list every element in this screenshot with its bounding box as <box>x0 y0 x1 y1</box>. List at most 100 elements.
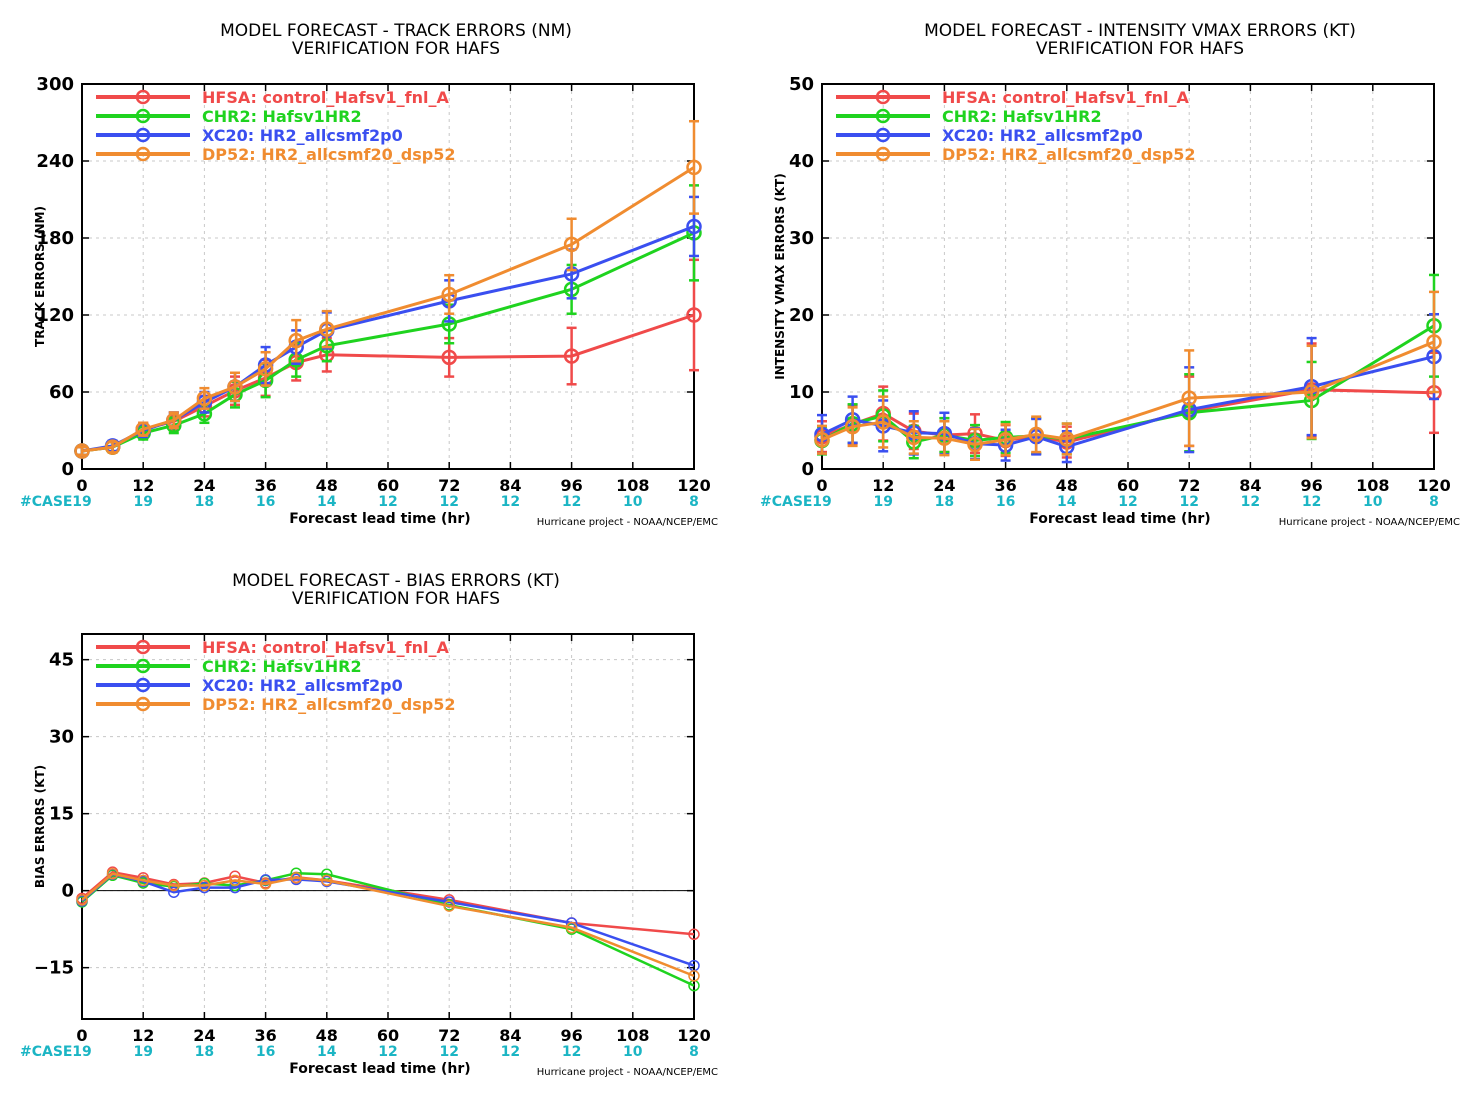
y-tick-label: 300 <box>36 74 74 95</box>
legend-label-hfsa: HFSA: control_Hafsv1_fnl_A <box>202 88 449 107</box>
y-tick-label: 15 <box>49 804 74 825</box>
case-count: 16 <box>996 494 1015 510</box>
case-count: 19 <box>873 494 892 510</box>
legend-label-dp52: DP52: HR2_allcsmf20_dsp52 <box>202 695 455 714</box>
y-tick-label: −15 <box>34 958 74 979</box>
case-count: 14 <box>317 494 337 510</box>
x-tick-label: 84 <box>499 1026 521 1045</box>
data-point-dp52 <box>196 390 213 407</box>
y-tick-label: 0 <box>801 459 814 480</box>
data-point-dp52 <box>441 286 457 303</box>
data-point-xc20 <box>168 886 180 898</box>
data-point-dp52 <box>76 894 88 906</box>
case-count: 14 <box>317 1044 337 1060</box>
legend-marker-chr2 <box>135 658 151 674</box>
case-count: 16 <box>256 1044 275 1060</box>
data-point-dp52 <box>257 361 274 377</box>
data-point-xc20 <box>686 218 702 235</box>
x-axis-label: Forecast lead time (hr) <box>289 1061 470 1077</box>
x-tick-label: 120 <box>677 476 710 495</box>
data-point-dp52 <box>166 412 182 428</box>
case-count: 14 <box>1057 494 1077 510</box>
x-tick-label: 24 <box>193 1026 215 1045</box>
series-line-dp52 <box>821 340 1435 446</box>
data-point-dp52 <box>814 431 830 448</box>
case-count: 19 <box>72 1044 91 1060</box>
data-point-dp52 <box>319 321 335 337</box>
data-point-dp52 <box>906 429 922 446</box>
data-point-dp52 <box>104 439 121 455</box>
data-point-dp52 <box>565 921 578 934</box>
case-count: 18 <box>935 494 954 510</box>
legend-label-chr2: CHR2: Hafsv1HR2 <box>942 107 1102 126</box>
data-point-dp52 <box>74 443 90 459</box>
x-tick-label: 108 <box>616 1026 649 1045</box>
data-point-dp52 <box>844 418 861 435</box>
data-point-dp52 <box>967 436 983 453</box>
chart-title: MODEL FORECAST - BIAS ERRORS (KT) <box>232 571 560 591</box>
case-count: 12 <box>562 494 581 510</box>
x-tick-label: 60 <box>377 1026 399 1045</box>
case-count: 10 <box>623 494 643 510</box>
case-count: 12 <box>1302 494 1321 510</box>
data-point-dp52 <box>1028 426 1044 443</box>
data-point-hfsa <box>686 307 702 323</box>
legend-marker-dp52 <box>135 696 151 712</box>
legend-marker-xc20 <box>135 677 151 693</box>
x-tick-label: 36 <box>254 1026 276 1045</box>
data-point-dp52 <box>288 332 304 349</box>
data-point-xc20 <box>229 881 241 894</box>
y-tick-label: 20 <box>789 305 814 326</box>
case-count: 12 <box>1118 494 1137 510</box>
legend-marker-dp52 <box>875 146 891 162</box>
legend-label-chr2: CHR2: Hafsv1HR2 <box>202 657 362 676</box>
legend-label-dp52: DP52: HR2_allcsmf20_dsp52 <box>942 145 1195 164</box>
x-tick-label: 36 <box>994 476 1016 495</box>
x-tick-label: 12 <box>132 476 154 495</box>
track-errors-chart: MODEL FORECAST - TRACK ERRORS (NM)VERIFI… <box>20 21 718 528</box>
legend-label-xc20: XC20: HR2_allcsmf2p0 <box>202 676 403 695</box>
case-count: 12 <box>501 1044 520 1060</box>
data-point-dp52 <box>997 431 1014 448</box>
legend-label-xc20: XC20: HR2_allcsmf2p0 <box>202 126 403 145</box>
data-point-dp52 <box>1059 431 1075 447</box>
y-tick-label: 40 <box>789 151 814 172</box>
x-tick-label: 96 <box>560 1026 582 1045</box>
legend-label-hfsa: HFSA: control_Hafsv1_fnl_A <box>942 88 1189 107</box>
x-axis-label: Forecast lead time (hr) <box>1029 511 1210 527</box>
chart-subtitle: VERIFICATION FOR HAFS <box>292 39 500 59</box>
case-count: 12 <box>501 494 520 510</box>
x-tick-label: 84 <box>1239 476 1261 495</box>
x-tick-label: 96 <box>1300 476 1322 495</box>
x-tick-label: 72 <box>438 476 460 495</box>
legend-label-xc20: XC20: HR2_allcsmf2p0 <box>942 126 1143 145</box>
legend-label-hfsa: HFSA: control_Hafsv1_fnl_A <box>202 638 449 657</box>
data-point-dp52 <box>259 878 272 890</box>
case-label: #CASE <box>20 494 73 510</box>
legend-marker-hfsa <box>875 89 891 105</box>
case-count: 18 <box>195 494 214 510</box>
data-point-dp52 <box>290 872 302 884</box>
y-tick-label: 60 <box>49 382 74 403</box>
x-tick-label: 72 <box>1178 476 1200 495</box>
case-count: 10 <box>1363 494 1383 510</box>
chart-title: MODEL FORECAST - INTENSITY VMAX ERRORS (… <box>924 21 1356 41</box>
data-point-dp52 <box>563 236 580 253</box>
chart-subtitle: VERIFICATION FOR HAFS <box>1036 39 1244 59</box>
legend-marker-chr2 <box>135 108 151 124</box>
x-axis-label: Forecast lead time (hr) <box>289 511 470 527</box>
x-tick-label: 96 <box>560 476 582 495</box>
data-point-dp52 <box>135 421 151 437</box>
case-count: 12 <box>378 494 397 510</box>
case-count: 16 <box>256 494 275 510</box>
data-point-dp52 <box>875 414 891 430</box>
x-tick-label: 24 <box>193 476 215 495</box>
y-axis-label: INTENSITY VMAX ERRORS (KT) <box>773 173 787 379</box>
data-point-dp52 <box>1303 384 1320 400</box>
legend-marker-hfsa <box>135 639 151 655</box>
data-point-hfsa <box>688 928 700 941</box>
data-point-dp52 <box>686 159 702 176</box>
case-label: #CASE <box>20 1044 73 1060</box>
case-count: 19 <box>72 494 91 510</box>
credit-text: Hurricane project - NOAA/NCEP/EMC <box>537 1067 718 1078</box>
